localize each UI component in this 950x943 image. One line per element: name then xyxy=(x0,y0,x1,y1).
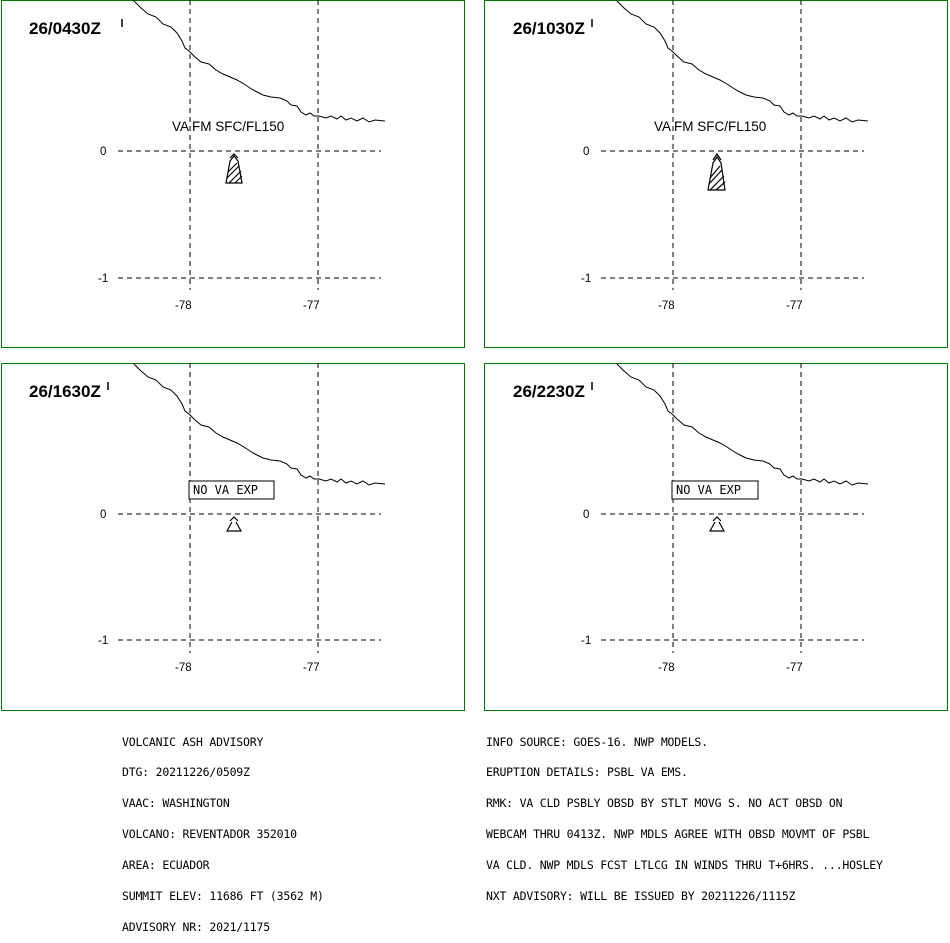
map-panel-2230: 26/2230Z NO VA EXP 0 -1 -78 -77 xyxy=(484,363,948,711)
grid-lines xyxy=(118,0,381,290)
ash-cloud-label: VA FM SFC/FL150 xyxy=(172,119,284,134)
lon-label-minus77: -77 xyxy=(303,662,320,674)
panel-frame xyxy=(1,363,465,711)
map-canvas: 26/1030Z VA FM SFC/FL150 0 -1 -78 -77 xyxy=(484,0,948,348)
advisory-line: VOLCANIC ASH ADVISORY xyxy=(122,734,264,749)
map-canvas: 26/2230Z NO VA EXP 0 -1 -78 -77 xyxy=(484,363,948,711)
valid-time-label: 26/1630Z xyxy=(29,382,101,401)
map-panel-1630: 26/1630Z NO VA EXP 0 -1 -78 -77 xyxy=(1,363,465,711)
map-canvas: 26/1630Z NO VA EXP 0 -1 -78 -77 xyxy=(1,363,465,711)
lat-label-minus1: -1 xyxy=(98,273,108,285)
advisory-line: WEBCAM THRU 0413Z. NWP MDLS AGREE WITH O… xyxy=(486,827,870,842)
advisory-line: ADVISORY NR: 2021/1175 xyxy=(122,919,270,934)
advisory-info-left: VOLCANIC ASH ADVISORY DTG: 20211226/0509… xyxy=(122,716,324,943)
lat-label-0: 0 xyxy=(583,146,589,158)
map-panel-0430: 26/0430Z VA FM SFC/FL150 0 -1 -78 -77 xyxy=(1,0,465,348)
no-ash-label: NO VA EXP xyxy=(676,483,741,497)
lon-label-minus77: -77 xyxy=(786,662,803,674)
panel-frame xyxy=(484,0,948,348)
lon-label-minus77: -77 xyxy=(786,300,803,312)
volcano-icon xyxy=(225,153,243,184)
panel-frame xyxy=(484,363,948,711)
advisory-line: ERUPTION DETAILS: PSBL VA EMS. xyxy=(486,765,688,780)
volcano-icon xyxy=(708,516,726,532)
country-border xyxy=(132,363,386,486)
advisory-line: INFO SOURCE: GOES-16. NWP MODELS. xyxy=(486,734,708,749)
lat-label-minus1: -1 xyxy=(581,273,591,285)
country-border xyxy=(615,363,869,486)
lat-label-0: 0 xyxy=(583,509,589,521)
advisory-line: RMK: VA CLD PSBLY OBSD BY STLT MOVG S. N… xyxy=(486,796,843,811)
lon-label-minus78: -78 xyxy=(658,662,675,674)
advisory-line: NXT ADVISORY: WILL BE ISSUED BY 20211226… xyxy=(486,889,796,904)
map-panel-1030: 26/1030Z VA FM SFC/FL150 0 -1 -78 -77 xyxy=(484,0,948,348)
lon-label-minus78: -78 xyxy=(658,300,675,312)
advisory-line: VA CLD. NWP MDLS FCST LTLCG IN WINDS THR… xyxy=(486,858,883,873)
advisory-line: SUMMIT ELEV: 11686 FT (3562 M) xyxy=(122,889,324,904)
lon-label-minus78: -78 xyxy=(175,662,192,674)
lat-label-0: 0 xyxy=(100,509,106,521)
grid-lines xyxy=(118,363,381,653)
lon-label-minus77: -77 xyxy=(303,300,320,312)
map-canvas: 26/0430Z VA FM SFC/FL150 0 -1 -78 -77 xyxy=(1,0,465,348)
lat-label-minus1: -1 xyxy=(581,635,591,647)
volcano-icon xyxy=(225,516,243,532)
no-ash-label: NO VA EXP xyxy=(193,483,258,497)
grid-lines xyxy=(601,363,864,653)
advisory-info-right: INFO SOURCE: GOES-16. NWP MODELS. ERUPTI… xyxy=(486,716,883,912)
lon-label-minus78: -78 xyxy=(175,300,192,312)
advisory-line: VAAC: WASHINGTON xyxy=(122,796,230,811)
country-border xyxy=(132,0,386,123)
lat-label-minus1: -1 xyxy=(98,635,108,647)
country-border xyxy=(615,0,869,123)
panel-frame xyxy=(1,0,465,348)
grid-lines xyxy=(601,0,864,290)
ash-cloud-label: VA FM SFC/FL150 xyxy=(654,119,766,134)
no-ash-label-box xyxy=(188,480,275,500)
advisory-line: DTG: 20211226/0509Z xyxy=(122,765,250,780)
lat-label-0: 0 xyxy=(100,146,106,158)
volcano-icon xyxy=(707,152,726,191)
advisory-line: VOLCANO: REVENTADOR 352010 xyxy=(122,827,297,842)
valid-time-label: 26/0430Z xyxy=(29,19,101,38)
advisory-line: AREA: ECUADOR xyxy=(122,858,210,873)
valid-time-label: 26/1030Z xyxy=(513,19,585,38)
no-ash-label-box xyxy=(671,480,759,500)
valid-time-label: 26/2230Z xyxy=(513,382,585,401)
